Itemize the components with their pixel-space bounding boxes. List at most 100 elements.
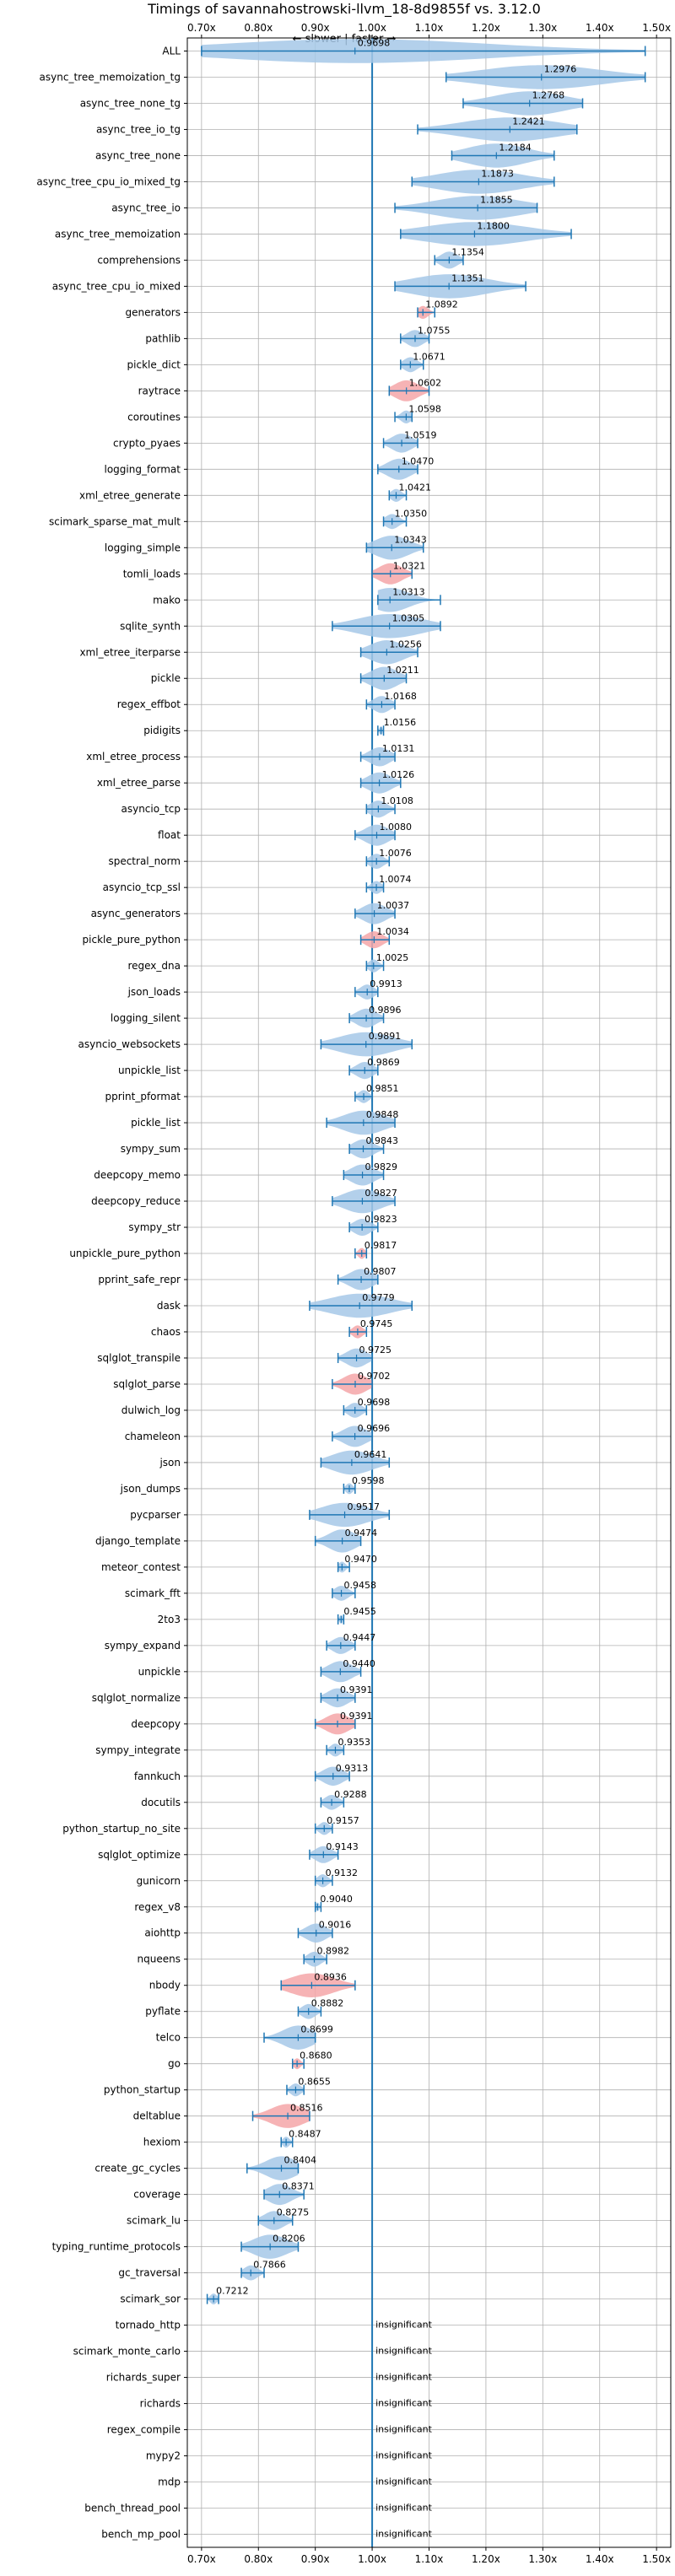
value-label: 1.0343	[394, 534, 427, 545]
insignificant-label: insignificant	[375, 2320, 433, 2331]
value-label: 0.9470	[344, 1554, 377, 1565]
y-tick-label: deltablue	[133, 2110, 181, 2122]
value-label: 0.8516	[290, 2103, 323, 2114]
y-tick-label: json	[159, 1457, 181, 1469]
y-tick-label: logging_simple	[105, 542, 181, 553]
y-tick-label: gc_traversal	[118, 2267, 181, 2279]
insignificant-label: insignificant	[375, 2346, 433, 2357]
value-label: 0.9474	[345, 1528, 378, 1539]
x-axis-bottom: 0.70x 0.80x 0.90x 1.00x 1.10x 1.20x 1.30x 1.40x…	[187, 2547, 671, 2565]
y-tick-label: chaos	[151, 1326, 181, 1338]
value-label: 1.1351	[451, 272, 484, 283]
x-tick-label: 1.40x	[586, 22, 614, 34]
value-label: 0.9455	[343, 1606, 376, 1617]
y-tick-label: pyflate	[145, 2006, 181, 2018]
y-tick-label: float	[158, 829, 181, 841]
value-label: 0.9641	[354, 1449, 387, 1460]
value-label: 0.8371	[282, 2181, 315, 2192]
y-tick-label: richards_super	[106, 2372, 181, 2384]
value-label: 1.1873	[481, 168, 514, 179]
y-tick-label: pidigits	[143, 725, 181, 736]
y-tick-label: mypy2	[146, 2450, 181, 2462]
y-tick-label: python_startup	[104, 2084, 181, 2096]
y-tick-label: xml_etree_generate	[79, 489, 181, 501]
insignificant-label: insignificant	[375, 2503, 433, 2514]
x-tick-label: 1.10x	[415, 2553, 444, 2565]
y-tick-label: sympy_integrate	[95, 1744, 181, 1756]
value-label: 0.9288	[334, 1789, 367, 1800]
value-label: 0.9440	[343, 1658, 375, 1669]
value-label: 1.2768	[532, 89, 565, 100]
value-label: 0.9353	[338, 1737, 370, 1748]
value-label: 1.2421	[512, 116, 545, 127]
value-label: 1.0037	[377, 900, 410, 911]
value-label: 1.1800	[477, 220, 510, 231]
value-label: 0.8655	[298, 2077, 331, 2088]
value-label: 1.0108	[381, 795, 413, 806]
y-tick-label: async_tree_cpu_io_mixed_tg	[36, 175, 181, 187]
x-tick-label: 0.80x	[244, 22, 273, 34]
y-tick-label: docutils	[141, 1797, 181, 1808]
value-label: 1.0519	[404, 429, 437, 440]
y-tick-label: logging_silent	[111, 1012, 181, 1024]
value-label: 1.0025	[376, 952, 409, 963]
x-tick-label: 1.00x	[358, 22, 386, 34]
x-tick-label: 1.50x	[642, 22, 671, 34]
y-tick-label: regex_compile	[107, 2424, 181, 2436]
value-label: 0.9458	[344, 1580, 377, 1591]
y-tick-label: go	[168, 2058, 181, 2070]
value-label: 0.8936	[314, 1972, 347, 1983]
y-tick-label: pycparser	[130, 1509, 181, 1521]
x-tick-label: 0.80x	[244, 2553, 273, 2565]
value-label: 0.9823	[364, 1214, 397, 1225]
y-tick-label: asyncio_tcp	[121, 803, 181, 815]
y-tick-label: meteor_contest	[101, 1561, 181, 1573]
value-label: 1.0892	[425, 299, 458, 310]
y-tick-label: scimark_lu	[127, 2215, 181, 2227]
value-label: 1.0168	[384, 691, 417, 702]
y-tick-label: nbody	[149, 1980, 181, 1991]
y-tick-label: pickle_dict	[127, 358, 181, 370]
value-label: 1.0313	[392, 586, 425, 597]
value-label: 0.9313	[336, 1763, 369, 1774]
x-tick-label: 0.90x	[301, 22, 330, 34]
value-label: 1.0034	[376, 926, 409, 937]
y-tick-label: json_loads	[127, 986, 181, 998]
value-label: 1.0080	[379, 822, 412, 833]
x-tick-label: 1.40x	[586, 2553, 614, 2565]
x-tick-label: 1.20x	[472, 22, 500, 34]
y-tick-label: generators	[125, 306, 181, 318]
y-tick-label: comprehensions	[97, 254, 181, 266]
y-tick-label: pickle_list	[131, 1117, 181, 1129]
value-label: 1.0350	[395, 508, 428, 519]
y-tick-label: django_template	[95, 1535, 181, 1547]
value-label: 0.9807	[364, 1266, 397, 1277]
y-tick-label: async_tree_none	[95, 149, 181, 161]
value-label: 0.8699	[300, 2024, 333, 2035]
y-tick-label: hexiom	[143, 2137, 181, 2148]
y-tick-label: telco	[156, 2032, 181, 2044]
y-tick-label: bench_thread_pool	[84, 2503, 181, 2514]
y-tick-label: scimark_monte_carlo	[73, 2346, 181, 2358]
value-label: 0.9851	[366, 1083, 399, 1094]
insignificant-label: insignificant	[375, 2529, 433, 2540]
y-tick-label: pickle_pure_python	[83, 934, 181, 946]
y-tick-label: pickle	[151, 672, 181, 684]
y-tick-label: async_tree_io_tg	[96, 123, 181, 135]
x-tick-label: 0.70x	[187, 22, 216, 34]
y-tick-label: regex_effbot	[117, 698, 181, 710]
y-tick-label: fannkuch	[134, 1770, 181, 1782]
value-label: 0.9598	[352, 1475, 385, 1486]
value-label: 1.0256	[389, 639, 422, 649]
y-tick-label: scimark_fft	[125, 1587, 181, 1599]
x-tick-label: 1.50x	[642, 2553, 671, 2565]
x-tick-label: 1.30x	[528, 22, 557, 34]
y-tick-label: spectral_norm	[108, 855, 181, 867]
y-tick-label: json_dumps	[120, 1483, 181, 1495]
y-tick-label: scimark_sor	[120, 2293, 181, 2305]
value-label: 0.8680	[300, 2051, 332, 2061]
value-label: 0.9698	[358, 1397, 391, 1408]
